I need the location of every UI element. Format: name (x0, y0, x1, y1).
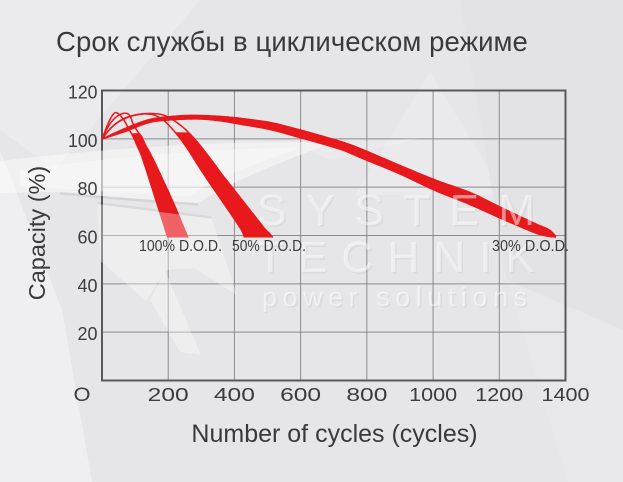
svg-text:1400: 1400 (542, 385, 590, 405)
svg-text:20: 20 (78, 324, 98, 344)
svg-text:200: 200 (148, 385, 189, 405)
svg-text:400: 400 (214, 385, 255, 405)
svg-text:100: 100 (68, 131, 98, 151)
svg-text:Number of cycles (cycles): Number of cycles (cycles) (191, 420, 477, 448)
svg-text:Срок службы в циклическом режи: Срок службы в циклическом режиме (56, 26, 528, 57)
svg-text:30% D.O.D.: 30% D.O.D. (492, 238, 569, 255)
svg-text:Capacity (%): Capacity (%) (24, 166, 50, 301)
svg-text:40: 40 (78, 276, 98, 296)
svg-text:80: 80 (78, 179, 98, 199)
svg-text:1000: 1000 (409, 385, 457, 405)
svg-text:power solutions: power solutions (262, 282, 527, 312)
svg-text:TECHNIK: TECHNIK (259, 235, 537, 284)
svg-text:50% D.O.D.: 50% D.O.D. (232, 238, 306, 255)
svg-text:power solutions: power solutions (264, 284, 529, 314)
svg-text:600: 600 (280, 385, 321, 405)
svg-text:TECHNIK: TECHNIK (257, 233, 535, 282)
svg-text:O: O (74, 384, 91, 406)
svg-text:100% D.O.D.: 100% D.O.D. (139, 238, 222, 255)
svg-text:1200: 1200 (475, 385, 523, 405)
svg-text:120: 120 (68, 83, 98, 103)
svg-text:800: 800 (346, 385, 387, 405)
svg-text:60: 60 (78, 228, 98, 248)
